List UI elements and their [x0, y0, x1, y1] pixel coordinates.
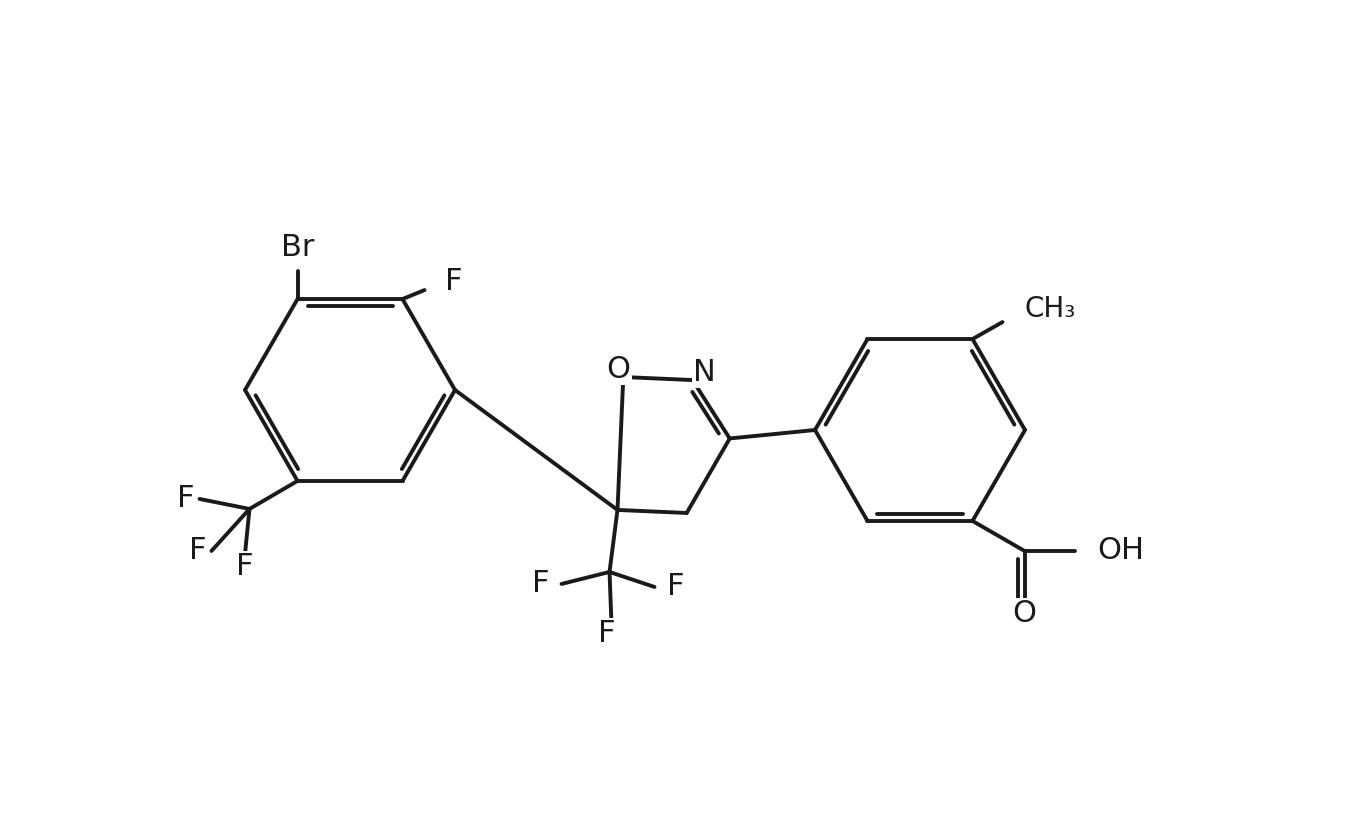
Text: F: F: [177, 485, 194, 514]
Text: F: F: [236, 553, 253, 582]
Text: F: F: [667, 573, 684, 602]
Text: F: F: [189, 536, 206, 565]
Text: CH₃: CH₃: [1024, 295, 1076, 323]
Text: N: N: [693, 358, 716, 387]
Text: CH₃: CH₃: [1024, 295, 1076, 323]
Text: Br: Br: [281, 232, 314, 261]
Text: OH: OH: [1097, 536, 1145, 565]
Text: O: O: [606, 354, 630, 383]
Text: O: O: [1013, 599, 1036, 628]
Text: F: F: [598, 619, 615, 648]
Text: F: F: [444, 266, 462, 295]
Text: F: F: [532, 569, 550, 598]
